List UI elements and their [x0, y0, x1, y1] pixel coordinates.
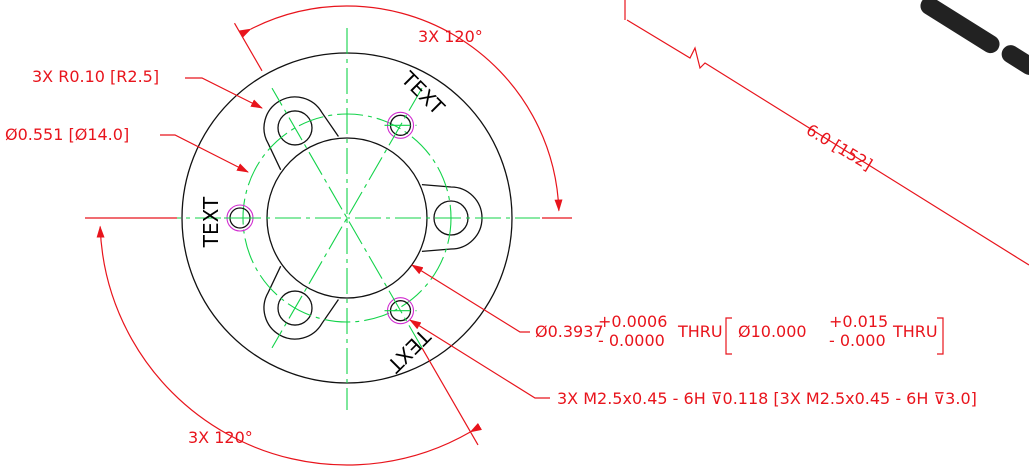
lobe	[264, 266, 338, 339]
bracket	[726, 318, 732, 354]
bore-metric-lower: - 0.000	[829, 331, 886, 350]
engraving: TEXT	[382, 324, 436, 378]
bore-metric-suffix: THRU	[892, 322, 938, 341]
bore-nominal: Ø0.3937	[535, 322, 604, 341]
bore-upper: +0.0006	[598, 312, 667, 331]
fillet-radius: 3X R0.10 [R2.5]	[32, 67, 159, 86]
angle-bottom: 3X 120°	[188, 428, 253, 447]
bore-metric: Ø10.000	[738, 322, 807, 341]
bore-lower: - 0.0000	[598, 331, 665, 350]
bore-metric-upper: +0.015	[829, 312, 888, 331]
angle-top: 3X 120°	[418, 27, 483, 46]
leader	[185, 78, 262, 108]
thread: 3X M2.5x0.45 - 6H ⊽0.118 [3X M2.5x0.45 -…	[557, 389, 977, 408]
engraving: TEXT	[396, 66, 450, 120]
extension-line	[422, 348, 478, 445]
lobe	[264, 97, 338, 170]
pin	[917, 0, 1003, 56]
engraving: TEXT	[199, 196, 223, 248]
bolt-circle: Ø0.551 [Ø14.0]	[5, 125, 129, 144]
length: 6.0 [152]	[803, 120, 876, 174]
leader	[160, 135, 248, 172]
pin	[998, 42, 1029, 78]
leader	[412, 265, 530, 332]
extension-line	[235, 23, 263, 71]
bracket	[937, 318, 943, 354]
angle-dim	[251, 6, 559, 211]
drawing: 3X 120° 3X R0.10 [R2.5] Ø0.551 [Ø14.0] 3…	[0, 0, 1029, 467]
bore-suffix: THRU	[677, 322, 723, 341]
